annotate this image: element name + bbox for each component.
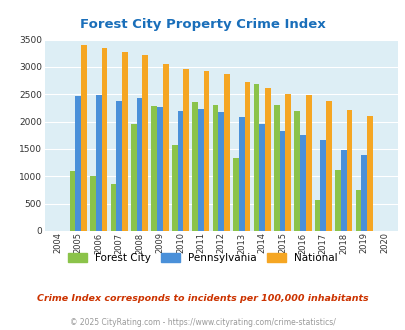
Bar <box>90 176 96 231</box>
Bar <box>259 124 264 231</box>
Bar <box>232 158 238 231</box>
Bar <box>285 94 290 231</box>
Bar <box>162 64 168 231</box>
Bar <box>192 102 198 231</box>
Bar <box>273 105 279 231</box>
Bar <box>203 71 209 231</box>
Bar <box>116 101 122 231</box>
Bar <box>360 155 366 231</box>
Bar <box>171 145 177 231</box>
Bar <box>122 51 128 231</box>
Bar <box>279 131 285 231</box>
Bar <box>136 98 142 231</box>
Bar <box>183 69 189 231</box>
Bar <box>218 112 224 231</box>
Bar <box>142 55 148 231</box>
Text: Forest City Property Crime Index: Forest City Property Crime Index <box>80 18 325 31</box>
Bar <box>355 190 360 231</box>
Bar <box>264 88 270 231</box>
Bar <box>320 140 325 231</box>
Bar <box>157 107 162 231</box>
Bar <box>340 149 346 231</box>
Bar <box>212 105 218 231</box>
Bar <box>70 171 75 231</box>
Bar <box>294 111 299 231</box>
Bar <box>366 115 372 231</box>
Bar <box>151 106 157 231</box>
Bar <box>325 101 331 231</box>
Bar <box>198 109 203 231</box>
Bar <box>335 170 340 231</box>
Bar <box>299 135 305 231</box>
Bar <box>75 96 81 231</box>
Text: © 2025 CityRating.com - https://www.cityrating.com/crime-statistics/: © 2025 CityRating.com - https://www.city… <box>70 318 335 327</box>
Bar <box>314 200 320 231</box>
Bar <box>131 124 136 231</box>
Bar <box>96 95 101 231</box>
Bar <box>244 82 249 231</box>
Bar <box>253 84 259 231</box>
Bar <box>224 74 229 231</box>
Bar <box>305 95 311 231</box>
Bar <box>238 117 244 231</box>
Legend: Forest City, Pennsylvania, National: Forest City, Pennsylvania, National <box>64 249 341 267</box>
Bar <box>101 48 107 231</box>
Bar <box>81 45 87 231</box>
Text: Crime Index corresponds to incidents per 100,000 inhabitants: Crime Index corresponds to incidents per… <box>37 294 368 303</box>
Bar <box>346 110 352 231</box>
Bar <box>110 184 116 231</box>
Bar <box>177 111 183 231</box>
